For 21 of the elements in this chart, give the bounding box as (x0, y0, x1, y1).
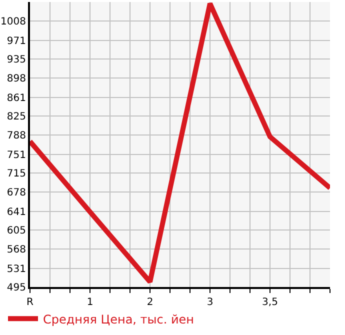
y-tick-label: 568 (6, 244, 26, 256)
y-tick-label: 1008 (0, 16, 26, 28)
y-tick-label: 825 (6, 112, 26, 122)
y-tick-label: 715 (6, 168, 26, 180)
y-tick-label: 605 (6, 226, 26, 236)
y-tick-label: 495 (6, 282, 26, 294)
legend-label: Средняя Цена, тыс. йен (43, 312, 194, 326)
x-tick-label: 1 (86, 297, 94, 308)
y-tick-label: 898 (6, 74, 26, 85)
y-tick-label: 971 (6, 36, 26, 47)
y-tick-label: 935 (6, 54, 26, 66)
y-tick-label: 641 (6, 206, 26, 218)
x-tick-label: 3 (206, 297, 214, 308)
y-tick-label: 788 (6, 130, 26, 142)
y-tick-label: 531 (6, 264, 26, 275)
y-tick-label: 678 (6, 188, 26, 199)
x-tick-label: 2 (146, 297, 154, 308)
y-tick-label: 751 (6, 150, 26, 161)
y-tick-label: 861 (6, 92, 26, 104)
x-tick-label: R (26, 297, 34, 308)
x-tick-label: 3,5 (262, 297, 278, 308)
